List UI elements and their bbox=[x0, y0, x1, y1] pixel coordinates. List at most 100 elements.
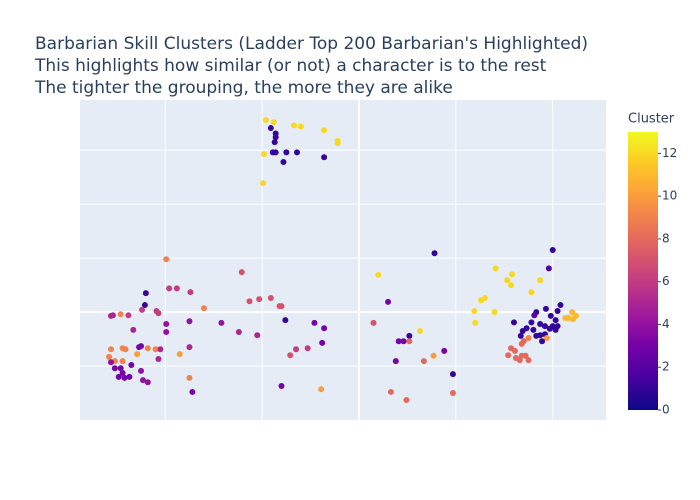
point bbox=[403, 397, 410, 404]
colorbar-tick-label: 2 bbox=[662, 360, 670, 374]
point bbox=[543, 334, 550, 341]
point bbox=[278, 383, 285, 390]
point bbox=[261, 150, 268, 157]
point bbox=[518, 340, 525, 347]
point bbox=[570, 316, 577, 323]
point bbox=[138, 367, 145, 374]
point bbox=[125, 312, 132, 319]
point bbox=[517, 332, 524, 339]
point bbox=[406, 338, 413, 345]
point bbox=[107, 312, 114, 319]
point bbox=[431, 250, 438, 257]
point bbox=[163, 329, 170, 336]
point bbox=[472, 319, 479, 326]
point bbox=[530, 326, 537, 333]
point bbox=[531, 312, 538, 319]
point bbox=[144, 379, 151, 386]
point bbox=[552, 317, 559, 324]
point bbox=[121, 374, 128, 381]
point bbox=[319, 339, 326, 346]
colorbar-tick-label: 10 bbox=[662, 189, 677, 203]
point bbox=[271, 139, 278, 146]
chart-subtitle: The tighter the grouping, the more they … bbox=[34, 78, 453, 98]
point bbox=[267, 125, 274, 132]
point bbox=[406, 332, 413, 339]
point bbox=[155, 356, 162, 363]
point bbox=[126, 373, 133, 380]
point bbox=[395, 338, 402, 345]
point bbox=[519, 327, 526, 334]
point bbox=[106, 353, 113, 360]
point bbox=[267, 295, 274, 302]
point bbox=[246, 298, 253, 305]
point bbox=[508, 282, 515, 289]
chart-subtitle: This highlights how similar (or not) a c… bbox=[34, 56, 547, 76]
point bbox=[272, 134, 279, 141]
point bbox=[509, 271, 516, 278]
point bbox=[107, 359, 114, 366]
point bbox=[291, 122, 298, 129]
point bbox=[549, 247, 556, 254]
point bbox=[141, 302, 148, 309]
point bbox=[385, 298, 392, 305]
point bbox=[387, 388, 394, 395]
point bbox=[282, 317, 289, 324]
point bbox=[430, 352, 437, 359]
point bbox=[186, 374, 193, 381]
point bbox=[280, 159, 287, 166]
point bbox=[157, 346, 164, 353]
point bbox=[128, 361, 135, 368]
point bbox=[449, 390, 456, 397]
point bbox=[262, 116, 269, 123]
point bbox=[144, 345, 151, 352]
colorbar-title: Cluster bbox=[628, 112, 675, 127]
point bbox=[400, 338, 407, 345]
point bbox=[111, 365, 118, 372]
point bbox=[541, 323, 548, 330]
point bbox=[189, 388, 196, 395]
point bbox=[549, 323, 556, 330]
point bbox=[173, 285, 180, 292]
point bbox=[293, 149, 300, 156]
point bbox=[441, 347, 448, 354]
point bbox=[512, 354, 519, 361]
point bbox=[545, 265, 552, 272]
colorbar-tick-label: 6 bbox=[662, 274, 670, 288]
point bbox=[420, 358, 427, 365]
point bbox=[107, 346, 114, 353]
point bbox=[370, 319, 377, 326]
point bbox=[392, 358, 399, 365]
point bbox=[528, 289, 535, 296]
point bbox=[539, 338, 546, 345]
point bbox=[297, 123, 304, 130]
point bbox=[537, 332, 544, 339]
point bbox=[117, 311, 124, 318]
point bbox=[318, 386, 325, 393]
point bbox=[117, 365, 124, 372]
point bbox=[155, 310, 162, 317]
point bbox=[504, 277, 511, 284]
point bbox=[334, 140, 341, 147]
point bbox=[260, 180, 267, 187]
point bbox=[186, 344, 193, 351]
point bbox=[375, 271, 382, 278]
point bbox=[122, 346, 129, 353]
point bbox=[449, 371, 456, 378]
point bbox=[537, 320, 544, 327]
point bbox=[321, 127, 328, 134]
point bbox=[254, 332, 261, 339]
point bbox=[304, 345, 311, 352]
point bbox=[270, 119, 277, 126]
point bbox=[119, 358, 126, 365]
colorbar-tick-label: 4 bbox=[662, 317, 670, 331]
point bbox=[200, 305, 207, 312]
point bbox=[283, 149, 290, 156]
point bbox=[293, 346, 300, 353]
point bbox=[187, 289, 194, 296]
point bbox=[537, 277, 544, 284]
point bbox=[547, 312, 554, 319]
point bbox=[478, 297, 485, 304]
point bbox=[287, 352, 294, 359]
plot-area bbox=[80, 100, 606, 420]
